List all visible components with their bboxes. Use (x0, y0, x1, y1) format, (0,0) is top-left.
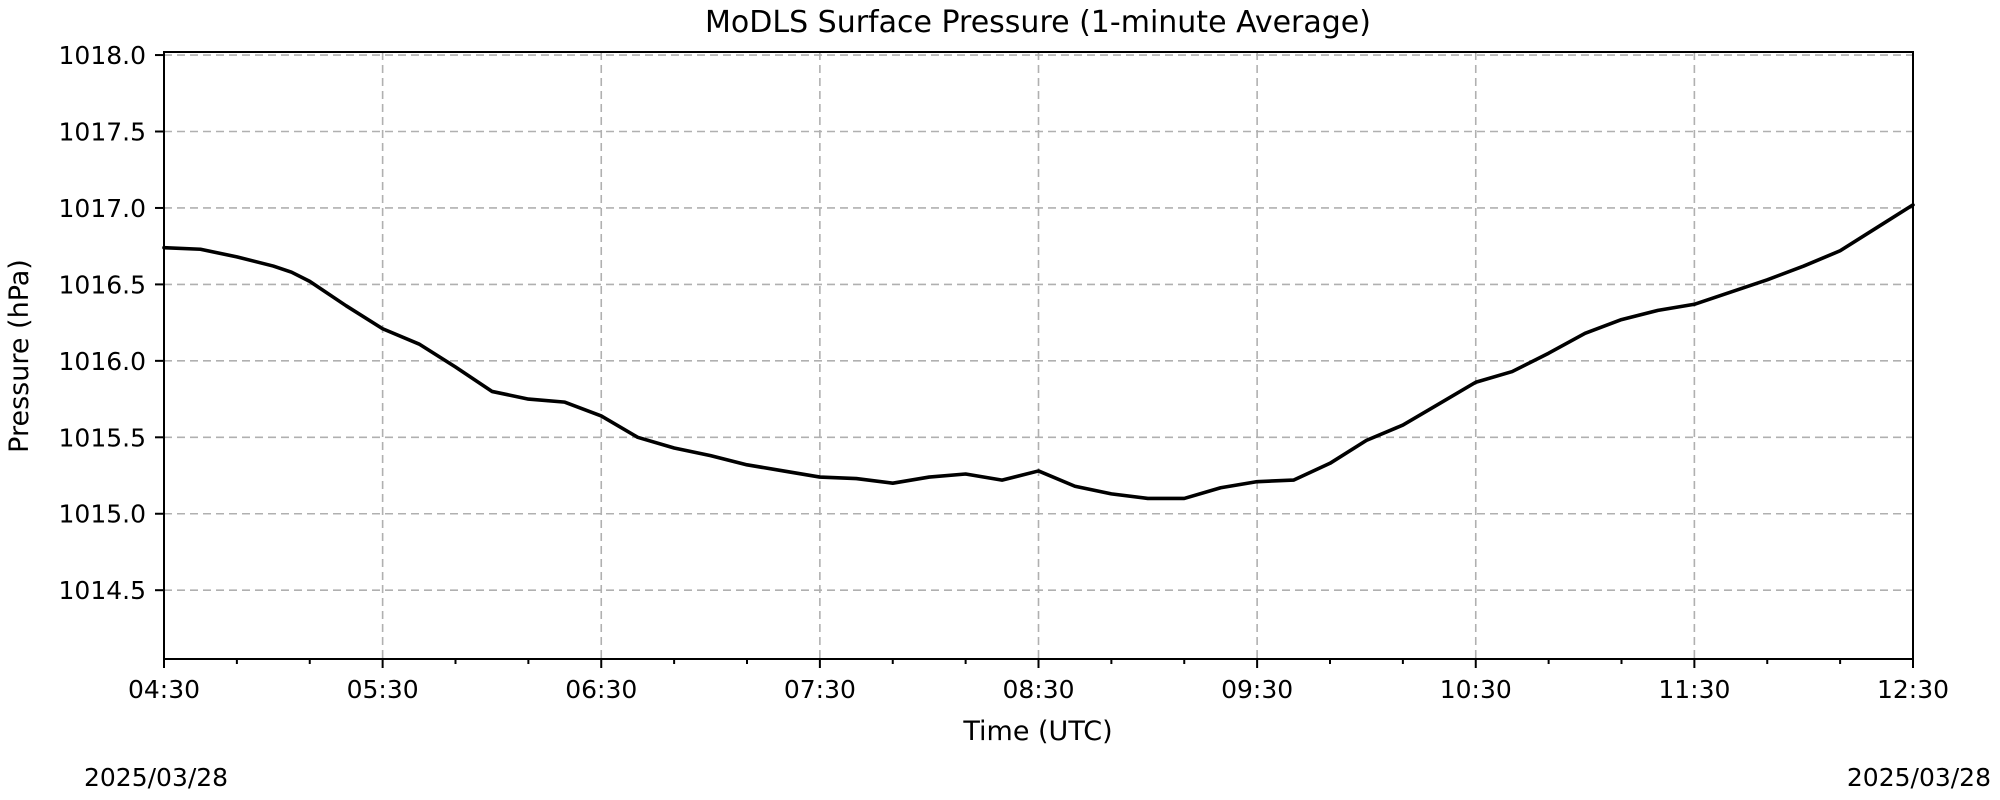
chart-title: MoDLS Surface Pressure (1-minute Average… (705, 5, 1371, 40)
y-tick-label: 1016.0 (59, 347, 146, 376)
y-tick-label: 1016.5 (59, 270, 146, 299)
y-tick-label: 1017.0 (59, 194, 146, 223)
horizontal-gridlines (164, 54, 1913, 591)
y-tick-label: 1018.0 (59, 41, 146, 70)
x-tick-label: 11:30 (1658, 675, 1730, 704)
x-axis-ticks: 04:30 05:30 06:30 07:30 08:30 09:30 10:30 11:30… (128, 659, 1949, 704)
x-tick-label: 05:30 (347, 675, 419, 704)
vertical-gridlines (163, 52, 1914, 659)
start-date-label: 2025/03/28 (84, 763, 228, 792)
y-tick-label: 1015.0 (59, 500, 146, 529)
y-tick-label: 1015.5 (59, 423, 146, 452)
x-tick-label: 08:30 (1002, 675, 1074, 704)
x-tick-label: 12:30 (1877, 675, 1949, 704)
x-tick-label: 09:30 (1221, 675, 1293, 704)
x-axis-label: Time (UTC) (962, 716, 1112, 747)
pressure-series-line (162, 203, 1915, 501)
x-tick-label: 07:30 (784, 675, 856, 704)
y-axis-ticks: 1014.5 1015.0 1015.5 1016.0 1016.5 1017.0 1017… (59, 41, 164, 605)
x-tick-label: 06:30 (565, 675, 637, 704)
x-tick-label: 10:30 (1440, 675, 1512, 704)
y-tick-label: 1014.5 (59, 576, 146, 605)
x-tick-label: 04:30 (128, 675, 200, 704)
end-date-label: 2025/03/28 (1847, 763, 1991, 792)
y-tick-label: 1017.5 (59, 118, 146, 147)
y-axis-label: Pressure (hPa) (4, 259, 35, 453)
